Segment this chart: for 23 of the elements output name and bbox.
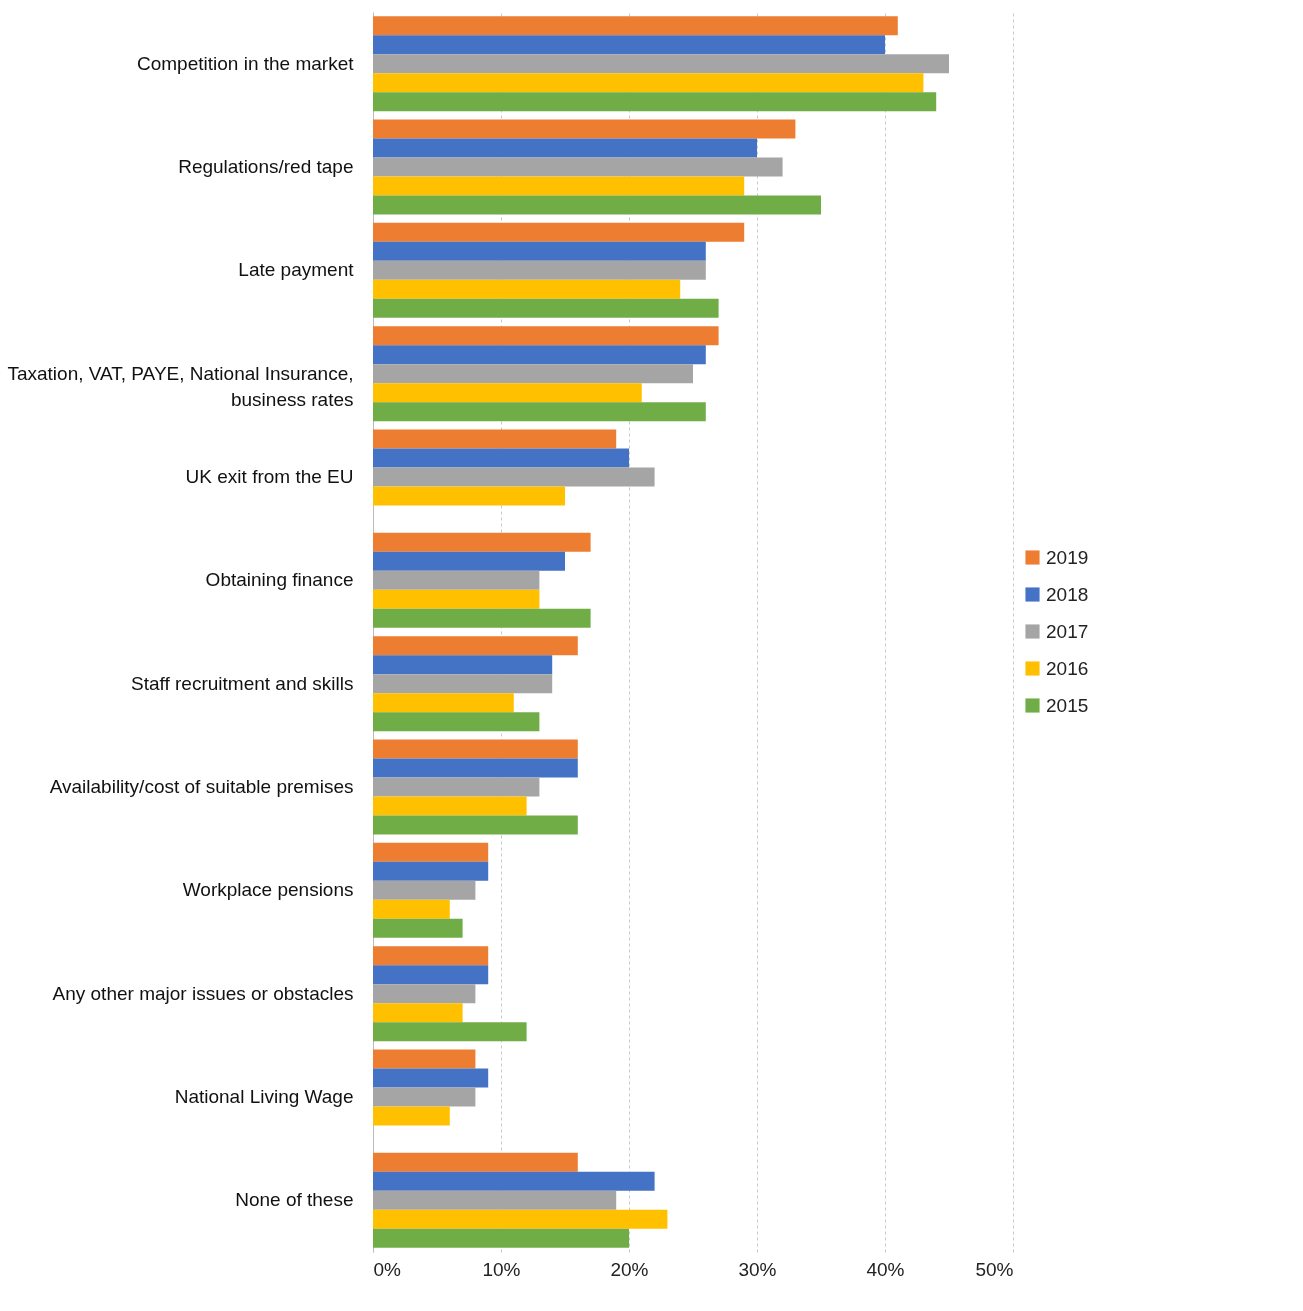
y-tick-label: Any other major issues or obstacles (52, 982, 354, 1004)
x-tick-label: 30% (738, 1258, 777, 1280)
x-tick-label: 50% (975, 1258, 1014, 1280)
y-tick-label: Availability/cost of suitable premises (49, 776, 354, 797)
legend-label: 2018 (1046, 583, 1089, 605)
y-tick-label: None of these (235, 1189, 354, 1211)
legend-label: 2015 (1046, 694, 1089, 716)
y-tick-label: Staff recruitment and skills (131, 672, 354, 694)
x-tick-label: 10% (482, 1258, 521, 1280)
legend-label: 2019 (1046, 546, 1089, 568)
x-tick-label: 20% (610, 1258, 649, 1280)
x-tick-label: 0% (373, 1258, 402, 1280)
x-tick-label: 40% (866, 1258, 905, 1280)
y-tick-label: Regulations/red tape (178, 156, 354, 177)
y-tick-label: Competition in the market (137, 52, 355, 74)
y-tick-label: Obtaining finance (205, 569, 354, 591)
y-tick-label: National Living Wage (174, 1086, 354, 1107)
legend-label: 2017 (1046, 620, 1089, 642)
legend-label: 2016 (1046, 657, 1089, 679)
y-tick-label: Late payment (238, 259, 355, 281)
y-tick-label: Taxation, VAT, PAYE, National Insurance, business rates (7, 362, 354, 410)
y-tick-label: Workplace pensions (182, 879, 354, 901)
y-tick-label: UK exit from the EU (185, 466, 354, 487)
